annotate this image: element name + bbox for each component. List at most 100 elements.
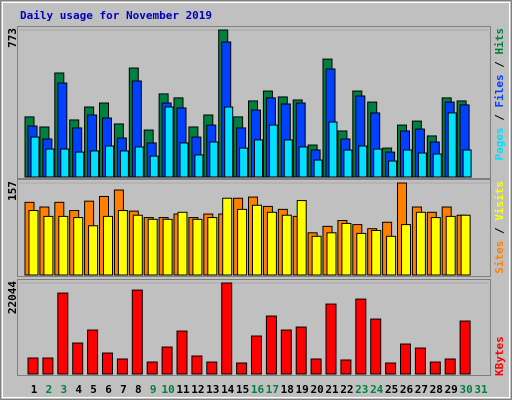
bar [401,224,411,276]
panel [17,179,491,277]
bar [57,292,69,375]
legend: Sites / Visits [493,181,506,274]
x-tick-label: 27 [415,383,428,396]
legend-separator: / [493,55,506,75]
bar [207,217,218,276]
x-tick-label: 8 [135,383,142,396]
x-tick-label: 22 [340,383,353,396]
bar [265,315,277,375]
bar [222,197,233,276]
bar [341,222,352,276]
bar [117,210,128,276]
bar [295,326,307,375]
bar [209,141,219,178]
bar [445,215,456,276]
bar [371,229,382,276]
bar [462,149,472,178]
bar [131,289,143,375]
bar [280,329,292,375]
x-tick-label: 20 [310,383,323,396]
bar [326,232,337,276]
y-tick-label: 773 [6,28,19,48]
bar [102,352,113,375]
bar [355,298,367,375]
x-tick-label: 28 [430,383,443,396]
bar [388,160,398,178]
bar [417,152,427,178]
bar [87,329,99,375]
legend-entry: Files [493,74,506,107]
bar [73,217,84,276]
bar [149,155,159,178]
bar [432,153,442,178]
x-tick-label: 10 [161,383,174,396]
x-tick-label: 29 [445,383,458,396]
bar [429,361,441,375]
bar [268,124,278,178]
legend-entry: Visits [493,181,506,221]
bar [146,361,158,375]
bar [444,358,456,375]
bar [370,318,382,375]
bar [162,218,173,276]
bar [296,200,307,276]
bar [356,232,367,276]
legend-entry: KBytes [493,336,506,376]
x-tick-label: 19 [296,383,309,396]
bar [254,139,263,178]
chart-title: Daily usage for November 2019 [20,9,212,22]
bar [252,204,262,276]
x-tick-label: 26 [400,383,414,396]
x-tick-label: 23 [355,383,368,396]
bar [27,357,39,375]
bar [206,361,218,375]
legend-separator: / [493,221,506,241]
legend-entry: Hits [493,28,506,55]
x-tick-label: 17 [266,383,279,396]
x-tick-label: 3 [60,383,67,396]
bar [403,149,412,178]
bar [161,346,173,375]
bar [415,211,426,276]
x-tick-label: 15 [236,383,249,396]
bar [30,136,40,178]
bar [72,342,84,375]
bar [340,359,352,375]
x-tick-label: 5 [90,383,97,396]
bar [43,215,54,276]
legend: Pages / Files / Hits [493,28,506,161]
bar [251,335,262,375]
bar [311,235,322,276]
bar [414,347,426,375]
x-tick-label: 11 [176,383,190,396]
bar [105,145,114,178]
bar [266,211,277,276]
bar [177,211,188,276]
bar [90,150,100,178]
x-tick-label: 18 [281,383,294,396]
legend-entry: Pages [493,127,506,160]
bar [119,150,129,178]
bar [176,330,188,375]
bar [239,147,249,178]
bar [103,215,113,276]
bar [132,214,143,276]
bar [385,362,397,375]
x-tick-label: 1 [31,383,38,396]
bar [60,148,70,178]
bar [237,208,248,276]
bar [236,362,248,375]
x-tick-label: 21 [325,383,339,396]
bar [281,214,292,276]
x-tick-label: 13 [206,383,219,396]
panel [17,26,491,179]
x-tick-label: 14 [221,383,235,396]
bar [75,151,85,178]
y-tick-label: 22044 [6,281,19,314]
bar [313,159,323,178]
x-tick-label: 31 [474,383,488,396]
legend: KBytes [493,336,506,376]
bar [224,106,234,178]
bar [343,149,353,178]
